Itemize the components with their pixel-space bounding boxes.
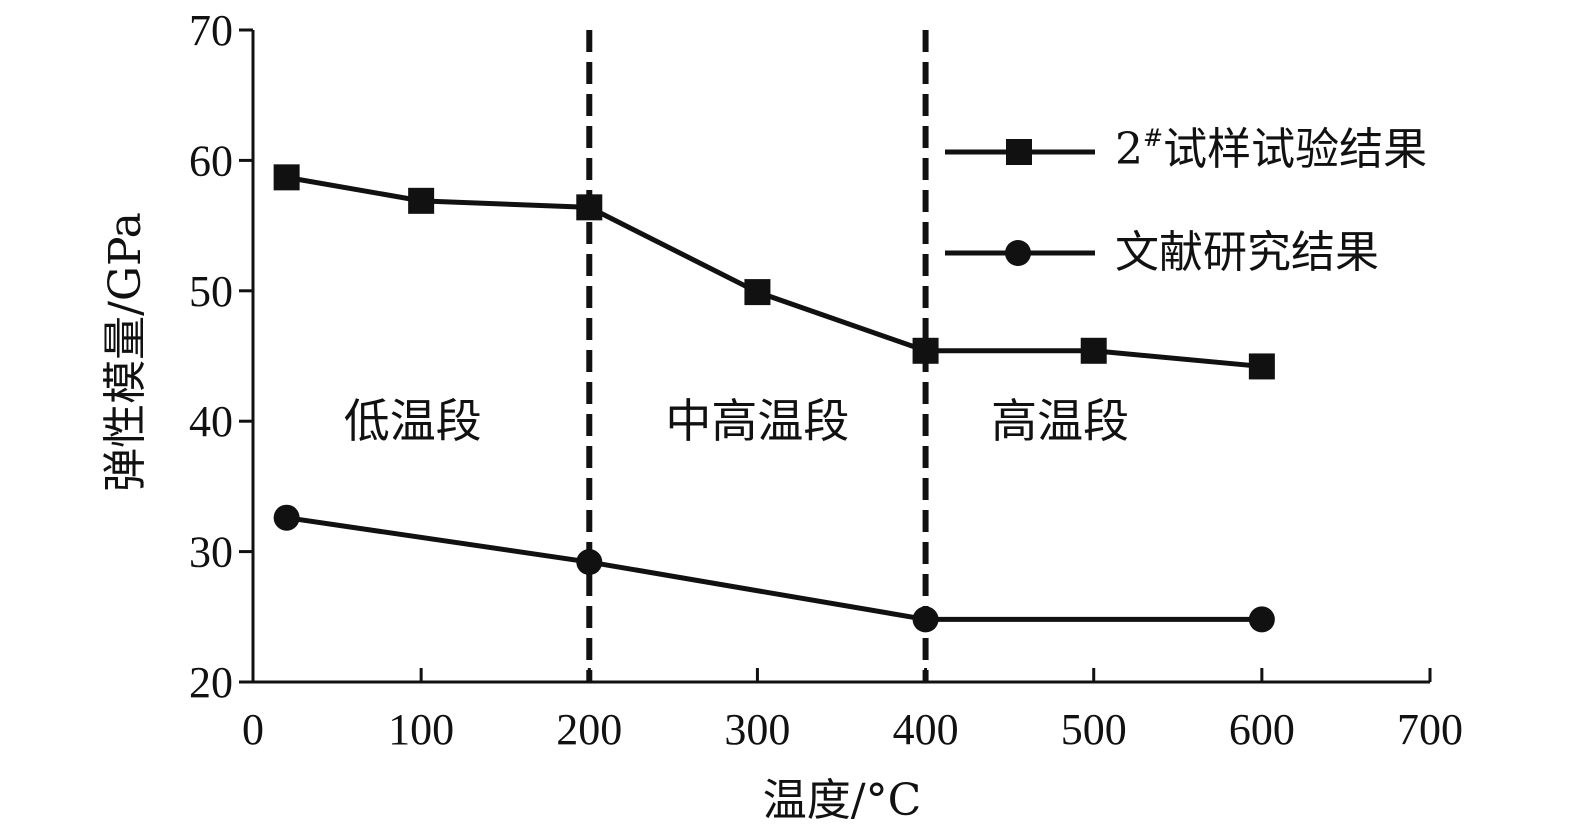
region-label: 高温段 (991, 394, 1129, 448)
region-dividers (586, 30, 929, 682)
x-tick-label: 200 (556, 705, 622, 754)
legend: 2#试样试验结果 文献研究结果 (945, 124, 1427, 278)
data-point-square (912, 337, 939, 364)
y-tick-label: 70 (189, 6, 233, 55)
y-tick-label: 20 (189, 658, 233, 707)
y-axis-label: 弹性模量/GPa (100, 212, 151, 492)
x-ticks: 0 100 200 300 400 500 600 700 (242, 668, 1463, 754)
region-label: 中高温段 (665, 394, 849, 448)
legend-entry-literature: 文献研究结果 (945, 227, 1379, 278)
legend-label-test-superscript: # (1143, 124, 1163, 152)
y-ticks: 20 30 40 50 60 70 (189, 6, 253, 707)
x-axis-label: 温度/°C (763, 775, 922, 826)
data-point-square (576, 194, 603, 221)
data-point-square (1080, 337, 1107, 364)
y-tick-label: 30 (189, 528, 233, 577)
data-point-square (273, 164, 300, 191)
region-labels: 低温段 中高温段 高温段 (344, 394, 1129, 448)
legend-label-test: 2#试样试验结果 (1115, 124, 1427, 175)
x-tick-label: 0 (242, 705, 264, 754)
x-tick-label: 100 (388, 705, 454, 754)
x-tick-label: 400 (893, 705, 959, 754)
legend-square-marker (1006, 139, 1032, 165)
data-point-circle (912, 606, 939, 633)
data-point-circle (273, 504, 300, 531)
series-line-1 (286, 515, 1262, 622)
data-point-square (1248, 353, 1275, 380)
legend-label-test-suffix: 试样试验结果 (1163, 124, 1427, 175)
x-tick-label: 700 (1397, 705, 1463, 754)
y-tick-label: 40 (189, 397, 233, 446)
legend-circle-marker (1005, 240, 1031, 266)
data-point-circle (1248, 606, 1275, 633)
y-tick-label: 50 (189, 267, 233, 316)
region-label: 低温段 (344, 394, 482, 448)
legend-entry-test: 2#试样试验结果 (945, 124, 1427, 175)
x-tick-label: 600 (1229, 705, 1295, 754)
x-tick-label: 500 (1061, 705, 1127, 754)
x-tick-label: 300 (724, 705, 790, 754)
data-point-square (408, 187, 435, 214)
data-point-square (744, 279, 771, 306)
legend-label-literature: 文献研究结果 (1115, 227, 1379, 278)
data-point-circle (576, 549, 603, 576)
series-group (273, 164, 1275, 633)
legend-label-test-prefix: 2 (1115, 124, 1143, 175)
y-tick-label: 60 (189, 136, 233, 185)
